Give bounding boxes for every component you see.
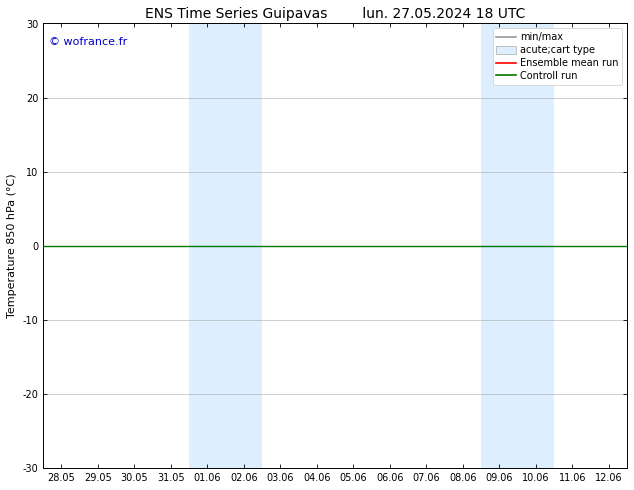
Bar <box>481 24 517 468</box>
Y-axis label: Temperature 850 hPa (°C): Temperature 850 hPa (°C) <box>7 173 17 318</box>
Text: © wofrance.fr: © wofrance.fr <box>49 37 127 47</box>
Legend: min/max, acute;cart type, Ensemble mean run, Controll run: min/max, acute;cart type, Ensemble mean … <box>493 28 622 85</box>
Bar <box>517 24 554 468</box>
Bar <box>226 24 262 468</box>
Bar <box>189 24 226 468</box>
Title: ENS Time Series Guipavas        lun. 27.05.2024 18 UTC: ENS Time Series Guipavas lun. 27.05.2024… <box>145 7 526 21</box>
